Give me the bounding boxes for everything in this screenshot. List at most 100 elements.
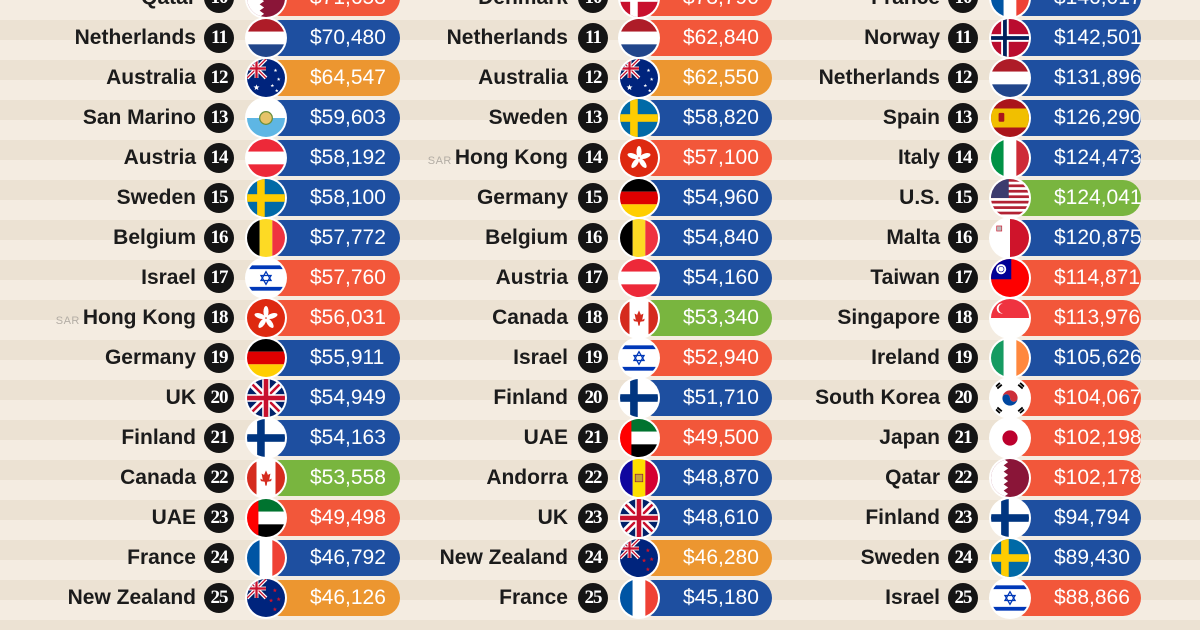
value-pill: $70,480 (262, 20, 400, 56)
country-name: Netherlands (74, 26, 196, 49)
rank-badge: 17 (204, 263, 234, 293)
france-flag-icon (620, 579, 658, 617)
country-label: Germany (0, 340, 196, 376)
rank-badge: 24 (204, 543, 234, 573)
rank-badge: 12 (578, 63, 608, 93)
value-pill: $58,192 (262, 140, 400, 176)
value-pill: $58,820 (635, 100, 772, 136)
country-label: UK (0, 380, 196, 416)
belgium-flag-icon (620, 219, 658, 257)
country-name: Sweden (116, 186, 196, 209)
germany-flag-icon (620, 179, 658, 217)
value-pill: $53,558 (262, 460, 400, 496)
rank-badge: 24 (948, 543, 978, 573)
country-label: France (0, 580, 568, 616)
country-label: Germany (0, 180, 568, 216)
value-pill: $126,290 (1006, 100, 1142, 136)
country-name: Ireland (871, 346, 940, 369)
country-name: UK (537, 506, 568, 529)
value-pill: $62,840 (635, 20, 772, 56)
rank-badge: 21 (948, 423, 978, 453)
country-name: Netherlands (818, 66, 940, 89)
country-label: Sweden (0, 180, 196, 216)
country-name: Canada (120, 466, 196, 489)
sweden-flag-icon (620, 99, 658, 137)
new-zealand-flag-icon (620, 539, 658, 577)
country-label: Austria (0, 260, 568, 296)
value-pill: $59,603 (262, 100, 400, 136)
austria-flag-icon (620, 259, 658, 297)
country-label: UAE (0, 420, 568, 456)
france-flag-icon (247, 539, 285, 577)
country-name: Japan (879, 426, 940, 449)
value-pill: $45,180 (635, 580, 772, 616)
sweden-flag-icon (991, 539, 1029, 577)
austria-flag-icon (247, 139, 285, 177)
rank-badge: 25 (948, 583, 978, 613)
country-label: Canada (0, 460, 196, 496)
value-pill: $46,126 (262, 580, 400, 616)
country-label: Andorra (0, 460, 568, 496)
rank-badge: 21 (204, 423, 234, 453)
country-name: Israel (141, 266, 196, 289)
region-prefix: SAR (55, 315, 80, 327)
value-pill: $58,100 (262, 180, 400, 216)
country-label: Japan (0, 420, 940, 456)
country-name: San Marino (82, 106, 196, 129)
country-name: Austria (495, 266, 568, 289)
country-label: New Zealand (0, 580, 196, 616)
japan-flag-icon (991, 419, 1029, 457)
rank-badge: 13 (204, 103, 234, 133)
israel-flag-icon (247, 259, 285, 297)
canada-flag-icon (620, 299, 658, 337)
country-label: Malta (0, 220, 940, 256)
country-name: Israel (885, 586, 940, 609)
uae-flag-icon (247, 499, 285, 537)
rank-badge: 14 (948, 143, 978, 173)
country-label: Finland (0, 500, 940, 536)
country-label: U.S. (0, 180, 940, 216)
rank-badge: 11 (204, 23, 234, 53)
country-name: Andorra (486, 466, 568, 489)
us-flag-icon (991, 179, 1029, 217)
rank-badge: 16 (948, 223, 978, 253)
country-label: UAE (0, 500, 196, 536)
value-pill: $49,498 (262, 500, 400, 536)
country-label: Qatar (0, 460, 940, 496)
rank-badge: 10 (948, 0, 978, 13)
rank-badge: 23 (204, 503, 234, 533)
rank-badge: 14 (578, 143, 608, 173)
country-label: Spain (0, 100, 940, 136)
country-label: Belgium (0, 220, 568, 256)
country-name: Canada (492, 306, 568, 329)
netherlands-flag-icon (247, 19, 285, 57)
country-label: Austria (0, 140, 196, 176)
country-name: Finland (493, 386, 568, 409)
rank-badge: 18 (948, 303, 978, 333)
andorra-flag-icon (620, 459, 658, 497)
country-name: Finland (865, 506, 940, 529)
rank-badge: 15 (948, 183, 978, 213)
rank-badge: 10 (578, 0, 608, 13)
country-name: Qatar (885, 466, 940, 489)
country-label: Australia (0, 60, 568, 96)
canada-flag-icon (247, 459, 285, 497)
sweden-flag-icon (247, 179, 285, 217)
new-zealand-flag-icon (247, 579, 285, 617)
uae-flag-icon (620, 419, 658, 457)
value-pill: $114,871 (1006, 260, 1141, 296)
country-name: Malta (886, 226, 940, 249)
finland-flag-icon (620, 379, 658, 417)
rank-badge: 15 (578, 183, 608, 213)
country-label: Norway (0, 20, 940, 56)
country-label: Sweden (0, 100, 568, 136)
germany-flag-icon (247, 339, 285, 377)
rank-badge: 22 (578, 463, 608, 493)
spain-flag-icon (991, 99, 1029, 137)
rank-badge: 23 (578, 503, 608, 533)
value-pill: $73,790 (635, 0, 772, 16)
rank-badge: 25 (204, 583, 234, 613)
rank-badge: 19 (578, 343, 608, 373)
value-pill: $146,017 (1006, 0, 1142, 16)
country-label: Finland (0, 380, 568, 416)
